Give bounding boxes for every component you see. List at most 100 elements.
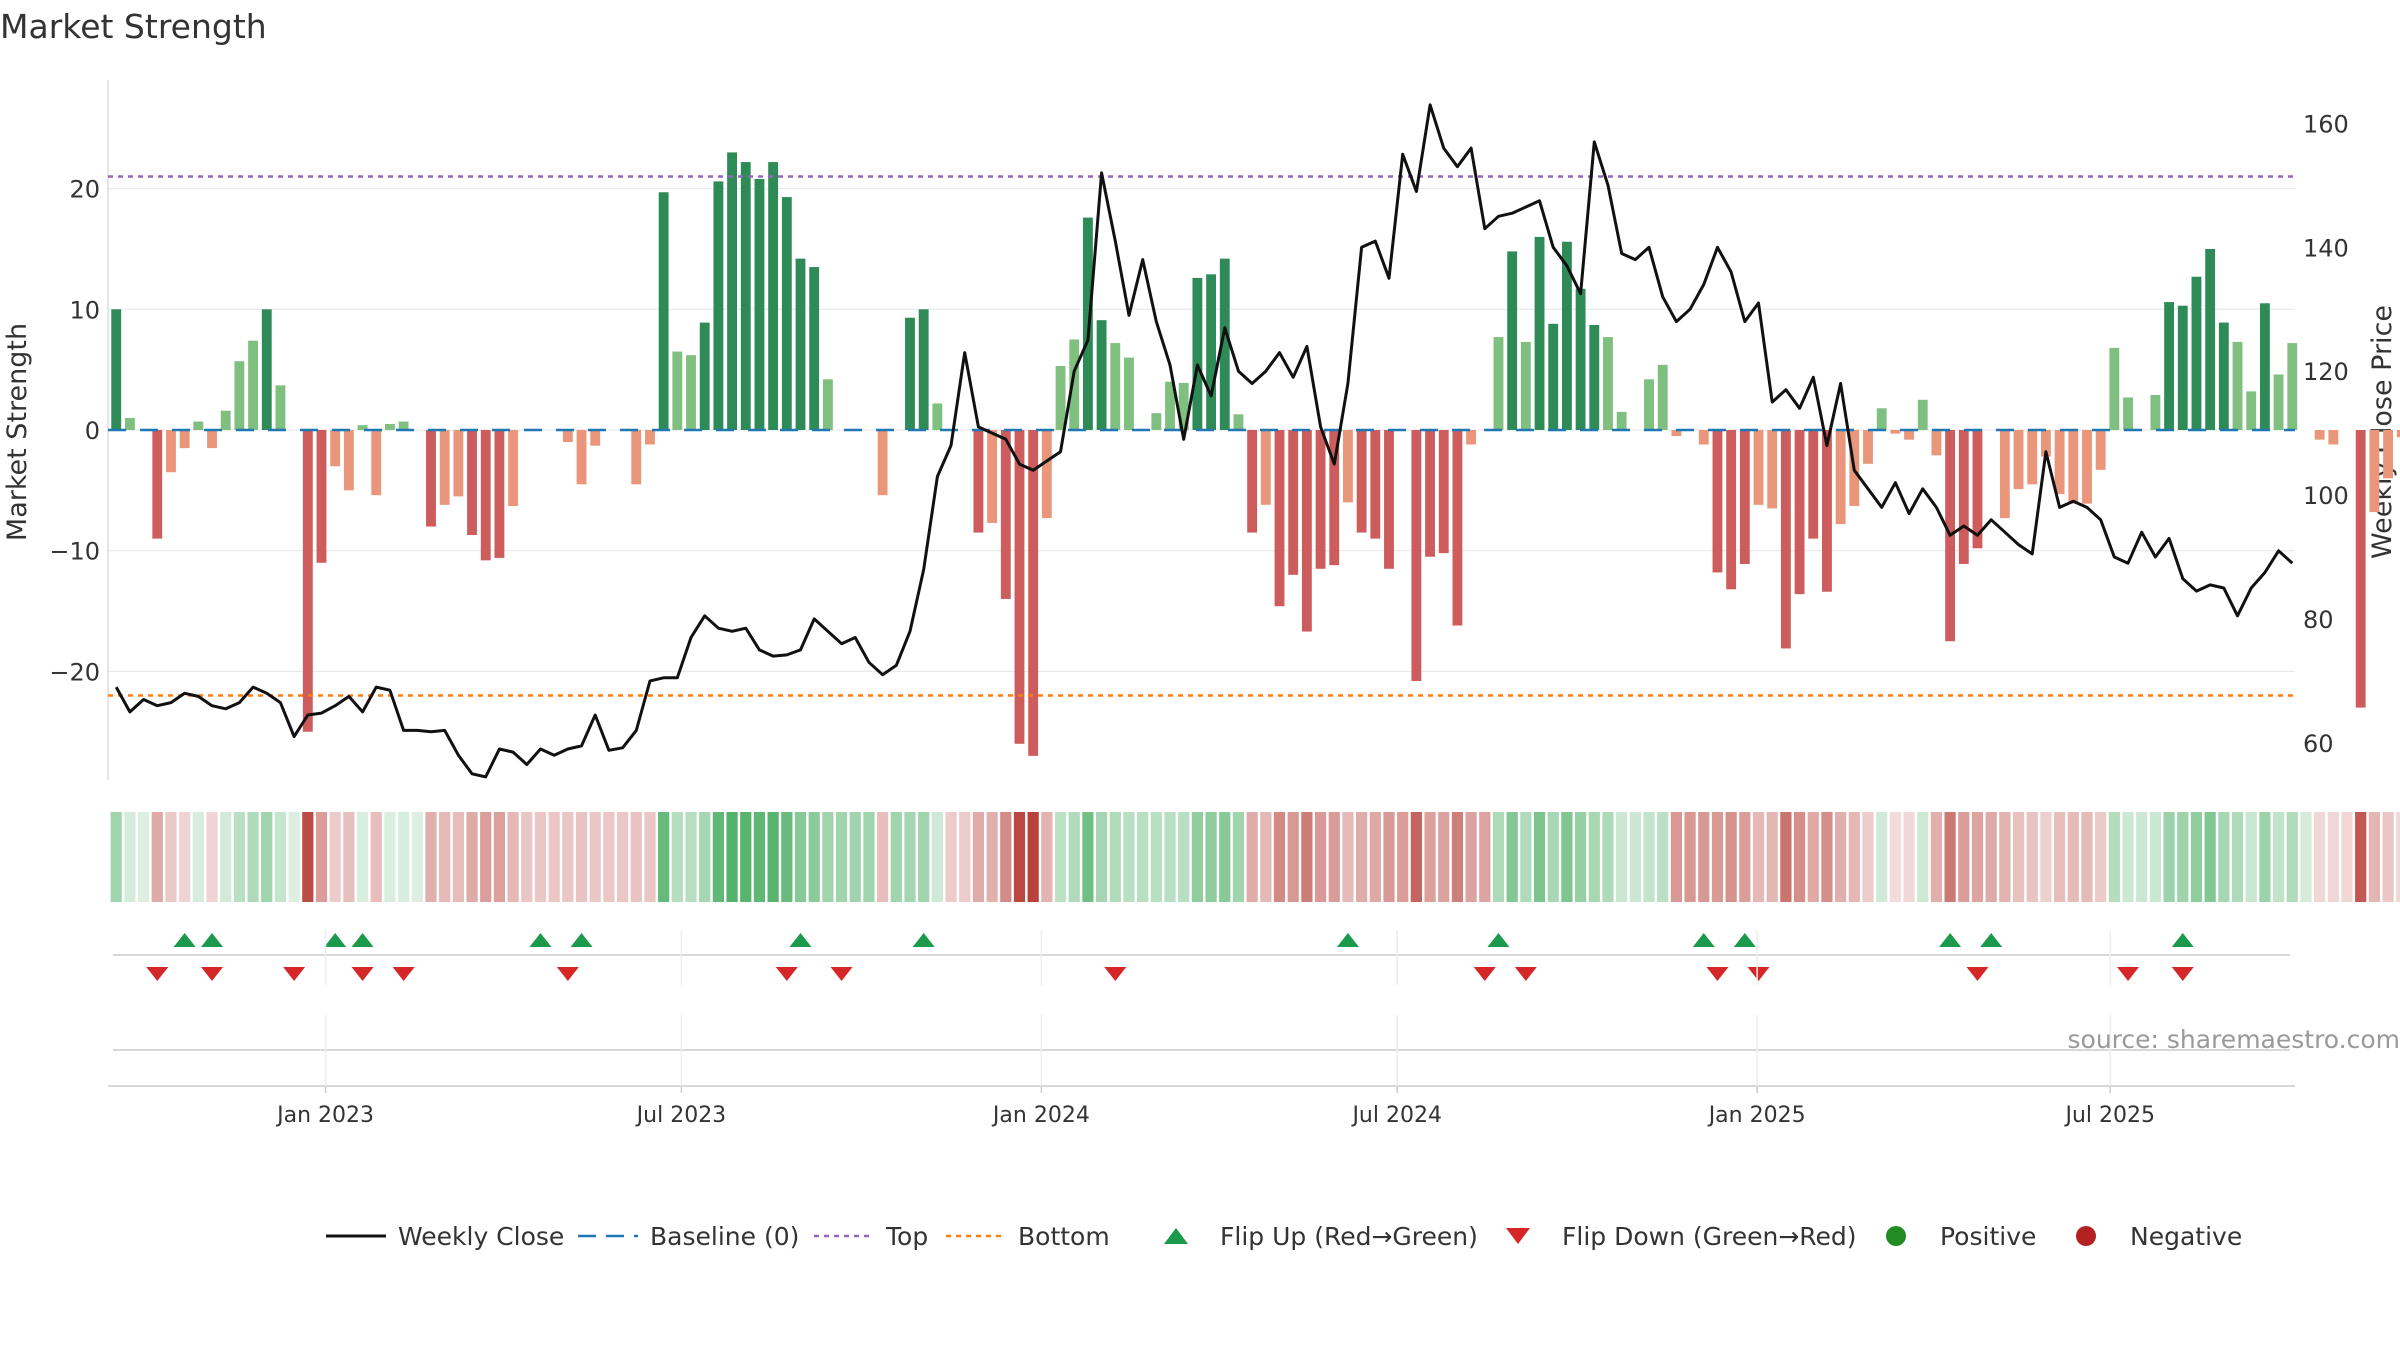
strength-bar	[220, 410, 231, 430]
heatmap-cell	[1657, 812, 1669, 902]
flip-down-marker	[556, 967, 579, 981]
y-tick-label: 20	[69, 176, 100, 204]
strength-bar	[2095, 430, 2106, 470]
heatmap-cell	[151, 812, 163, 902]
heatmap-cell	[2341, 812, 2353, 902]
heatmap-cell	[1958, 812, 1970, 902]
heatmap-cell	[767, 812, 779, 902]
flip-down-marker	[392, 967, 415, 981]
strength-bar	[1452, 430, 1463, 626]
strength-bar	[2369, 430, 2380, 513]
heatmap-cell	[1862, 812, 1874, 902]
flip-up-marker	[201, 933, 224, 947]
x-tick-label: Jul 2025	[2063, 1103, 2155, 1128]
heatmap-cell	[1191, 812, 1204, 902]
legend-swatch-dot	[2076, 1226, 2096, 1246]
heatmap-cell	[2396, 812, 2400, 902]
flip-up-marker	[1336, 933, 1359, 947]
heatmap-cell	[2204, 812, 2216, 902]
strength-bar	[1055, 366, 1066, 430]
strength-bar	[1493, 337, 1504, 430]
heatmap-cell	[1725, 812, 1737, 902]
strength-bar	[2123, 397, 2133, 430]
heatmap-cell	[1848, 812, 1860, 902]
strength-bar	[727, 152, 738, 430]
legend-label: Negative	[2130, 1222, 2242, 1251]
y-tick-label: 10	[69, 296, 100, 324]
heatmap-cell	[1602, 812, 1614, 902]
heatmap-cell	[575, 812, 588, 902]
heatmap-cell	[1424, 812, 1436, 902]
strength-bar	[1603, 337, 1613, 430]
heatmap-cell	[1520, 812, 1532, 902]
heatmap-cell	[261, 812, 273, 902]
heatmap-cell	[2259, 812, 2271, 902]
strength-bar	[1370, 430, 1381, 539]
flip-up-marker	[1980, 933, 2003, 947]
strength-bar	[1069, 339, 1080, 430]
heatmap-cell	[452, 812, 464, 902]
strength-bar	[1438, 430, 1449, 554]
flip-down-marker	[1473, 967, 1496, 981]
strength-bar	[398, 421, 409, 430]
strength-bar	[2054, 430, 2065, 494]
heatmap-cell	[1219, 812, 1231, 902]
heatmap-cell	[931, 812, 943, 902]
heatmap-cell	[1971, 812, 1984, 902]
strength-bar	[713, 181, 724, 430]
y-axis-right: 60 80 100 120 140 160	[2303, 110, 2349, 757]
heatmap-cell	[1465, 812, 1477, 902]
y-tick-label: −20	[49, 658, 100, 686]
heatmap-cell	[616, 812, 629, 902]
legend-label: Baseline (0)	[650, 1222, 799, 1251]
heatmap-cell	[1164, 812, 1176, 902]
heatmap-cell	[1178, 812, 1190, 902]
strength-bar	[822, 379, 833, 430]
flip-up-marker	[1733, 933, 1756, 947]
heatmap-cell	[1451, 812, 1464, 902]
heatmap-cell	[1793, 812, 1806, 902]
reference-lines	[108, 175, 2295, 697]
y-tick-label: −10	[49, 538, 100, 566]
heatmap-cell	[411, 812, 423, 902]
heatmap-cell	[179, 812, 191, 902]
flip-down-marker	[1747, 967, 1770, 981]
strength-bar	[124, 417, 135, 430]
heatmap-cell	[2327, 812, 2339, 902]
strength-bar	[740, 162, 751, 430]
flip-down-marker	[2117, 967, 2140, 981]
flip-up-marker	[789, 933, 812, 947]
heatmap-cell	[1479, 812, 1491, 902]
heatmap-cell	[356, 812, 369, 902]
strength-bar	[1466, 430, 1477, 445]
strength-bar	[1110, 343, 1121, 430]
strength-bar	[1657, 364, 1668, 430]
strength-bar	[1876, 408, 1887, 430]
strength-bar	[1411, 430, 1422, 682]
heatmap-cell	[1109, 812, 1121, 902]
y-axis-left: −20 −10 0 10 20	[49, 80, 109, 780]
heatmap-cell	[1807, 812, 1819, 902]
strength-bar	[480, 430, 491, 561]
x-tick-label: Jan 2024	[991, 1103, 1090, 1128]
heatmap-cell	[2286, 812, 2298, 902]
strength-bar	[1904, 430, 1914, 440]
legend-label: Flip Up (Red→Green)	[1220, 1222, 1478, 1251]
strength-bar	[1753, 430, 1764, 505]
strength-bar	[1329, 430, 1340, 566]
strength-bar	[2164, 302, 2175, 430]
heatmap-cell	[233, 812, 245, 902]
legend-label: Bottom	[1018, 1222, 1110, 1251]
heatmap-cell	[493, 812, 506, 902]
strength-bar	[1890, 430, 1901, 434]
flip-down-marker	[1706, 967, 1729, 981]
heatmap-cell	[740, 812, 752, 902]
heatmap-cell	[274, 812, 287, 902]
heatmap-cell	[1999, 812, 2011, 902]
heatmap-cell	[1561, 812, 1573, 902]
flip-up-marker	[173, 933, 196, 947]
strength-bar	[754, 178, 765, 430]
heatmap-cell	[2149, 812, 2162, 902]
flip-up-marker	[2171, 933, 2194, 947]
strength-bar	[1644, 379, 1654, 430]
